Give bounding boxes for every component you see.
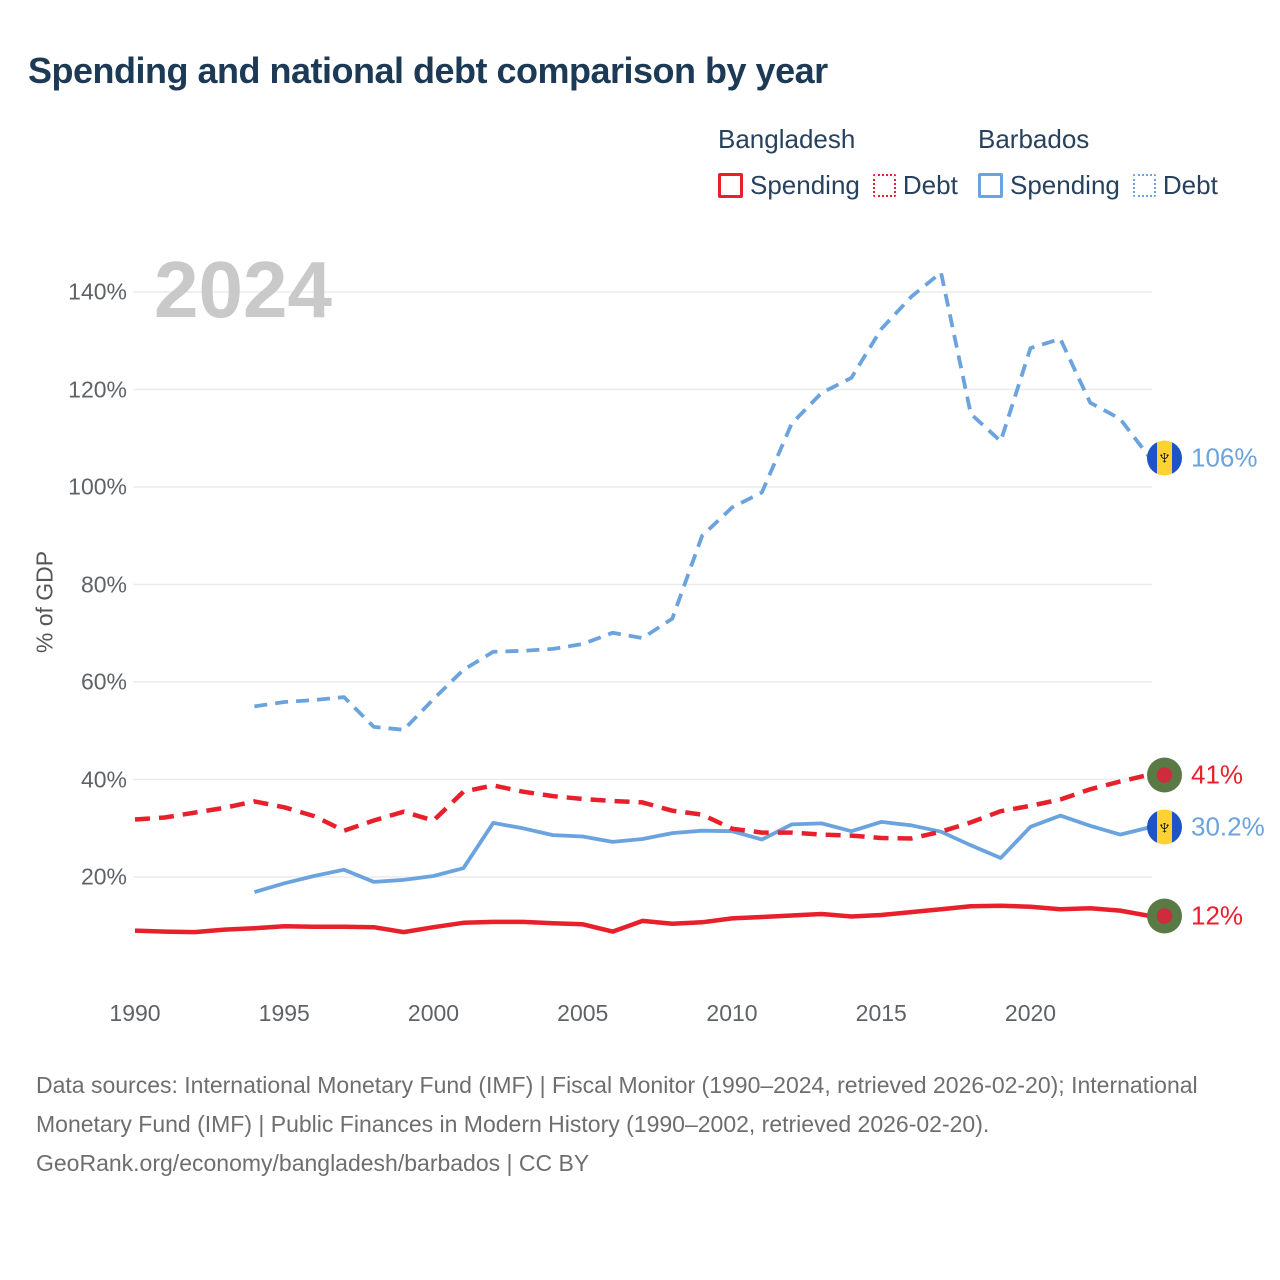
x-axis-tick-label: 1990 [109, 1000, 161, 1026]
dotted-line-swatch-icon [872, 174, 896, 197]
chart-title: Spending and national debt comparison by… [28, 50, 828, 91]
trident-icon: ♆ [1156, 814, 1173, 840]
y-axis-tick-label: 80% [80, 571, 127, 597]
x-axis-tick-label: 2015 [855, 1000, 907, 1026]
dotted-line-swatch-icon [1132, 174, 1156, 197]
x-axis-tick-label: 2020 [1004, 1000, 1057, 1026]
legend-header-barbados: Barbados [978, 124, 1090, 154]
solid-line-swatch-icon [718, 173, 743, 198]
x-axis-tick-label: 2000 [407, 1000, 460, 1026]
solid-line-swatch-icon [978, 173, 1003, 198]
y-axis-tick-label: 140% [68, 278, 127, 305]
trident-icon: ♆ [1156, 444, 1173, 470]
legend-item-label: Spending [750, 170, 860, 200]
barbados-flag-icon: ♆ [1147, 809, 1182, 845]
legend-header-bangladesh: Bangladesh [718, 124, 856, 154]
y-axis-tick-label: 40% [80, 766, 127, 792]
legend-item-barbados-debt: Debt [1132, 170, 1218, 201]
legend-group-barbados: Barbados Spending Debt [978, 124, 1218, 201]
y-axis-tick-label: 120% [68, 376, 127, 402]
footer: Data sources: International Monetary Fun… [36, 1066, 1221, 1183]
end-label-bangladesh-debt: 41% [1147, 757, 1244, 793]
x-axis: 1990 1995 2000 2005 2010 2015 2020 [0, 1000, 1280, 1030]
y-axis-tick-label: 60% [80, 668, 127, 695]
y-axis-tick-label: 100% [68, 473, 127, 500]
legend-item-label: Spending [1010, 170, 1120, 200]
plot-area [133, 270, 1152, 935]
series-line-barbados-debt [254, 270, 1152, 732]
bangladesh-flag-icon [1147, 898, 1182, 934]
series-line-bangladesh-spending [134, 903, 1151, 935]
end-label-bangladesh-spending: 12% [1147, 898, 1244, 934]
legend-item-barbados-spending: Spending [978, 170, 1120, 201]
x-axis-tick-label: 1995 [258, 1000, 310, 1026]
end-label-value: 12% [1191, 900, 1244, 931]
legend-group-bangladesh: Bangladesh Spending Debt [718, 124, 958, 201]
end-label-barbados-spending: ♆ 30.2% [1147, 809, 1265, 845]
x-axis-tick-label: 2005 [557, 1000, 609, 1026]
legend-item-bangladesh-debt: Debt [872, 170, 958, 201]
end-label-barbados-debt: ♆ 106% [1147, 440, 1258, 476]
end-label-value: 106% [1191, 442, 1258, 473]
barbados-flag-icon: ♆ [1147, 440, 1182, 476]
legend-item-label: Debt [902, 170, 958, 200]
watermark-year: 2024 [154, 245, 332, 334]
legend-item-label: Debt [1162, 170, 1218, 200]
series-line-barbados-spending [253, 813, 1151, 894]
bangladesh-flag-icon [1147, 757, 1182, 793]
series-line-bangladesh-debt [134, 772, 1151, 841]
y-axis-tick-label: 20% [80, 863, 127, 890]
end-label-value: 41% [1191, 759, 1244, 790]
legend-item-bangladesh-spending: Spending [718, 170, 860, 201]
data-sources-text: Data sources: International Monetary Fun… [36, 1072, 1198, 1137]
end-label-value: 30.2% [1191, 811, 1265, 842]
attribution-text: GeoRank.org/economy/bangladesh/barbados … [36, 1150, 590, 1176]
x-axis-tick-label: 2010 [706, 1000, 758, 1026]
y-axis: 20% 40% 60% 80% 100% 120% 140% [0, 0, 127, 1080]
